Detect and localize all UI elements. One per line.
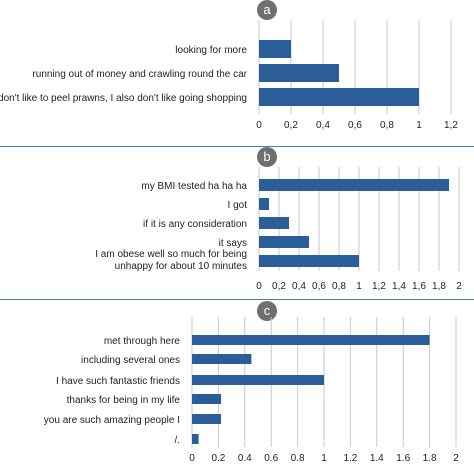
bar-c-3 <box>192 394 222 404</box>
bar-b-4 <box>259 255 359 267</box>
category-label-c-3: thanks for being in my life <box>67 395 181 406</box>
panel-separator-ab <box>0 146 474 147</box>
panel-separator-bc <box>0 299 474 300</box>
x-tick-label-b-1: 0,2 <box>272 281 286 292</box>
category-label-b-4-line0: I am obese well so much for being <box>95 249 247 260</box>
category-label-b-1: I got <box>228 200 248 211</box>
x-tick-label-b-0: 0 <box>256 281 262 292</box>
x-tick-label-c-5: 1 <box>321 453 327 464</box>
bar-a-2 <box>259 88 419 106</box>
category-label-c-1: including several ones <box>81 355 180 366</box>
category-label-c-4: you are such amazing people I <box>44 415 180 426</box>
category-label-c-2: I have such fantastic friends <box>56 376 180 387</box>
bar-a-0 <box>259 40 291 58</box>
x-tick-label-a-1: 0,2 <box>284 120 298 131</box>
x-tick-label-c-3: 0.6 <box>264 453 278 464</box>
x-tick-label-b-9: 1,8 <box>432 281 446 292</box>
category-label-b-4-line1: unhappy for about 10 minutes <box>115 261 247 272</box>
x-tick-label-c-9: 1.8 <box>423 453 437 464</box>
category-label-c-0: met through here <box>104 336 181 347</box>
x-tick-label-a-0: 0 <box>256 120 262 131</box>
x-tick-label-a-5: 1 <box>416 120 422 131</box>
category-label-a-0: looking for more <box>175 45 247 56</box>
x-tick-label-c-0: 0 <box>189 453 195 464</box>
bar-b-3 <box>259 236 309 248</box>
x-tick-label-b-4: 0,8 <box>332 281 346 292</box>
x-tick-label-c-2: 0.4 <box>238 453 252 464</box>
bar-c-1 <box>192 354 252 364</box>
x-tick-label-b-6: 1,2 <box>372 281 386 292</box>
bar-c-5 <box>192 434 199 444</box>
x-tick-label-b-10: 2 <box>456 281 462 292</box>
x-tick-label-c-10: 2 <box>453 453 459 464</box>
panel-badge-c: c <box>257 301 277 321</box>
bar-b-2 <box>259 217 289 229</box>
x-tick-label-b-8: 1,6 <box>412 281 426 292</box>
x-tick-label-c-6: 1.2 <box>343 453 357 464</box>
x-tick-label-c-4: 0.8 <box>291 453 305 464</box>
panel-badge-a: a <box>257 0 277 20</box>
category-label-b-3: it says <box>219 238 247 249</box>
category-label-b-0: my BMI tested ha ha ha <box>141 181 247 192</box>
bar-a-1 <box>259 64 339 82</box>
category-label-b-2: if it is any consideration <box>143 219 247 230</box>
x-tick-label-a-2: 0,4 <box>316 120 330 131</box>
x-tick-label-a-6: 1,2 <box>444 120 458 131</box>
category-label-c-5: /. <box>174 435 180 446</box>
x-tick-label-b-7: 1,4 <box>392 281 406 292</box>
category-label-a-2: I don't like to peel prawns, I also don'… <box>0 93 247 104</box>
x-tick-label-c-1: 0.2 <box>211 453 225 464</box>
bar-b-0 <box>259 179 449 191</box>
bar-c-2 <box>192 375 324 385</box>
x-tick-label-a-3: 0,6 <box>348 120 362 131</box>
panel-badge-b: b <box>257 147 277 167</box>
x-tick-label-a-4: 0,8 <box>380 120 394 131</box>
bar-b-1 <box>259 198 269 210</box>
category-label-a-1: running out of money and crawling round … <box>32 69 247 80</box>
bar-c-0 <box>192 335 430 345</box>
x-tick-label-b-3: 0,6 <box>312 281 326 292</box>
x-tick-label-b-5: 1 <box>356 281 362 292</box>
bar-c-4 <box>192 414 222 424</box>
x-tick-label-c-8: 1.6 <box>396 453 410 464</box>
x-tick-label-c-7: 1.4 <box>370 453 384 464</box>
x-tick-label-b-2: 0,4 <box>292 281 306 292</box>
